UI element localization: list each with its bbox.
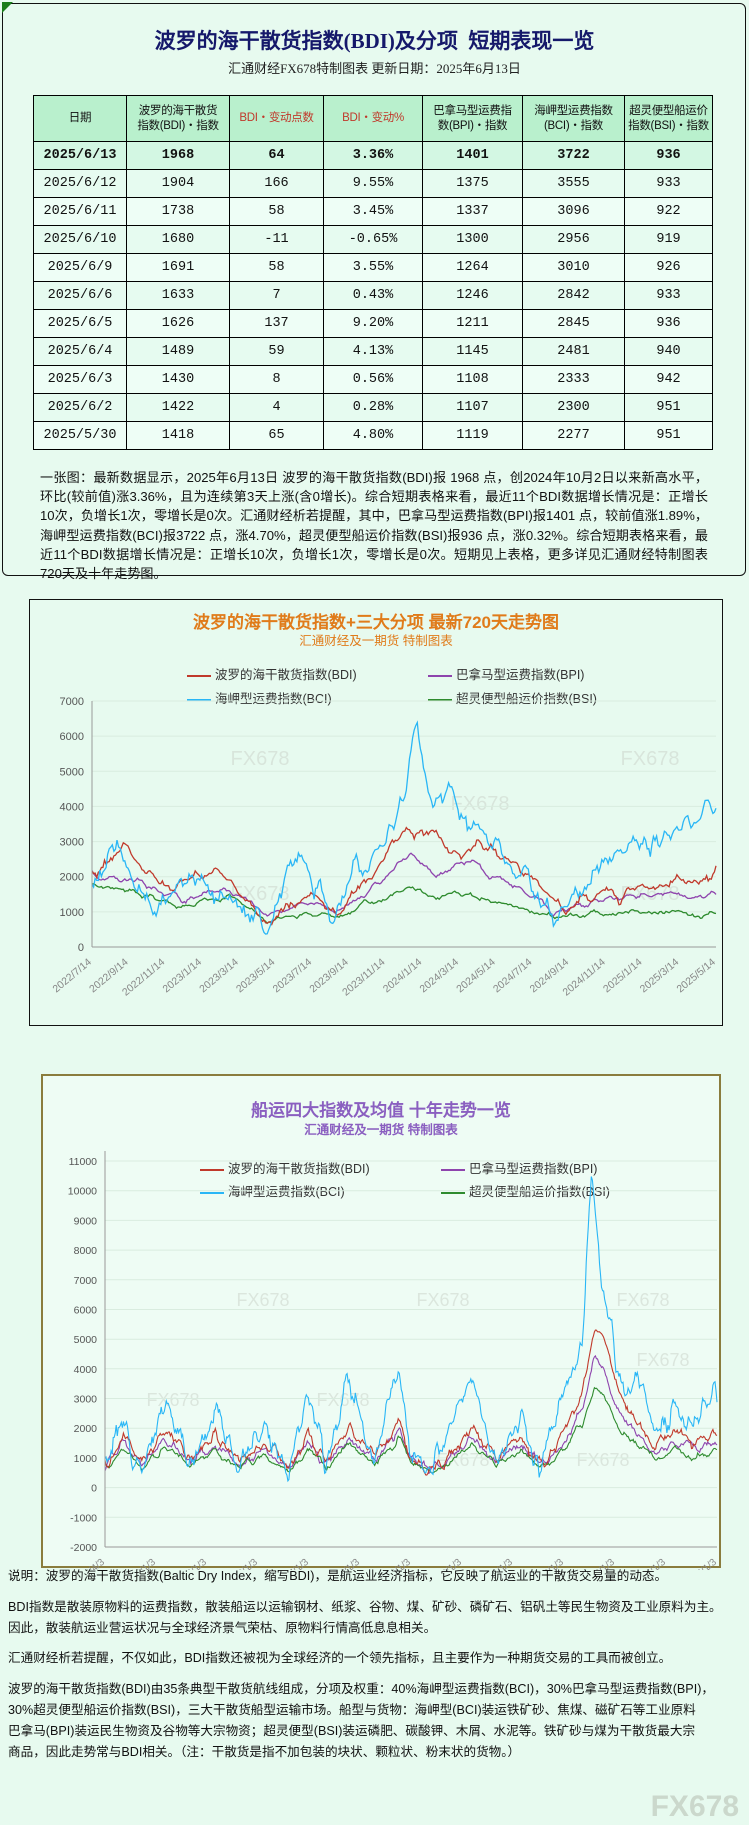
svg-text:2024/3/14: 2024/3/14: [418, 956, 462, 995]
svg-text:2000: 2000: [74, 1423, 98, 1435]
svg-text:4000: 4000: [60, 801, 84, 813]
svg-text:-1000: -1000: [70, 1512, 97, 1524]
svg-text:2023/1/14: 2023/1/14: [161, 956, 205, 995]
svg-text:FX678: FX678: [236, 1290, 289, 1310]
svg-text:1000: 1000: [74, 1453, 98, 1465]
svg-text:2022/7/14: 2022/7/14: [50, 956, 94, 995]
svg-text:-2000: -2000: [70, 1542, 97, 1554]
svg-text:FX678: FX678: [621, 748, 680, 770]
svg-text:FX678: FX678: [616, 1290, 669, 1310]
svg-text:2023/5/14: 2023/5/14: [234, 956, 278, 995]
svg-text:3000: 3000: [60, 837, 84, 849]
svg-text:FX678: FX678: [576, 1450, 629, 1470]
svg-text:7000: 7000: [74, 1275, 98, 1287]
svg-text:0: 0: [91, 1483, 97, 1495]
svg-text:11000: 11000: [69, 1156, 98, 1168]
svg-text:2025/5/14: 2025/5/14: [674, 956, 718, 995]
svg-text:2000: 2000: [60, 872, 84, 884]
svg-text:4000: 4000: [74, 1364, 98, 1376]
svg-text:2023/7/14: 2023/7/14: [271, 956, 315, 995]
svg-text:2025/1/14: 2025/1/14: [601, 956, 645, 995]
svg-text:2024/1/14: 2024/1/14: [381, 956, 425, 995]
svg-text:2024/5/14: 2024/5/14: [454, 956, 498, 995]
svg-text:2025/3/14: 2025/3/14: [638, 956, 682, 995]
svg-text:FX678: FX678: [451, 793, 510, 815]
svg-text:FX678: FX678: [146, 1390, 199, 1410]
svg-text:8000: 8000: [74, 1245, 98, 1257]
svg-text:5000: 5000: [74, 1334, 98, 1346]
svg-text:9000: 9000: [74, 1215, 98, 1227]
svg-text:6000: 6000: [74, 1305, 98, 1317]
svg-text:10000: 10000: [68, 1186, 97, 1198]
svg-text:FX678: FX678: [621, 883, 680, 905]
svg-text:6000: 6000: [60, 731, 84, 743]
svg-text:2023/3/14: 2023/3/14: [197, 956, 241, 995]
svg-text:1000: 1000: [60, 907, 84, 919]
svg-text:2024/7/14: 2024/7/14: [491, 956, 535, 995]
svg-text:5000: 5000: [60, 766, 84, 778]
svg-text:0: 0: [78, 942, 84, 954]
svg-text:FX678: FX678: [231, 748, 290, 770]
svg-text:3000: 3000: [74, 1394, 98, 1406]
svg-text:FX678: FX678: [416, 1290, 469, 1310]
svg-text:FX678: FX678: [636, 1350, 689, 1370]
svg-text:7000: 7000: [60, 696, 84, 708]
